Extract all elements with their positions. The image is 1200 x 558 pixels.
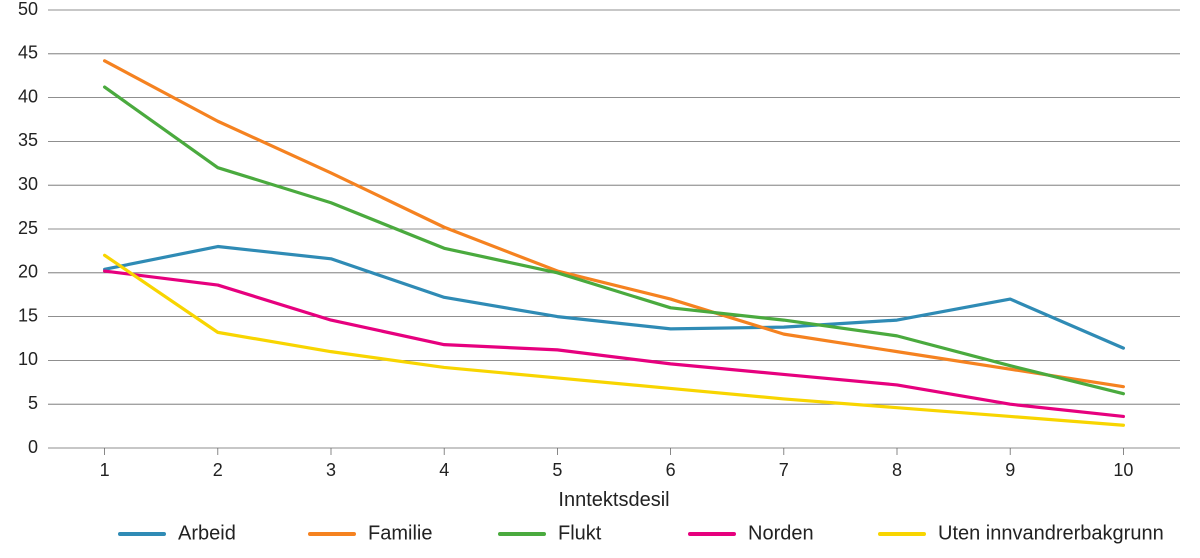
y-tick-label: 30 <box>18 174 38 194</box>
x-tick-label: 3 <box>326 460 336 480</box>
chart-svg: 0510152025303540455012345678910Inntektsd… <box>0 0 1200 558</box>
x-tick-label: 7 <box>779 460 789 480</box>
y-tick-label: 25 <box>18 218 38 238</box>
legend-label: Arbeid <box>178 522 236 544</box>
y-tick-label: 15 <box>18 305 38 325</box>
x-tick-label: 5 <box>552 460 562 480</box>
legend-label: Familie <box>368 522 432 544</box>
x-axis-label: Inntektsdesil <box>558 489 669 511</box>
x-tick-label: 1 <box>100 460 110 480</box>
x-tick-label: 2 <box>213 460 223 480</box>
x-tick-label: 10 <box>1113 460 1133 480</box>
legend-label: Uten innvandrerbakgrunn <box>938 522 1164 544</box>
x-tick-label: 4 <box>439 460 449 480</box>
y-tick-label: 10 <box>18 349 38 369</box>
y-tick-label: 50 <box>18 0 38 19</box>
y-tick-label: 40 <box>18 86 38 106</box>
line-chart: 0510152025303540455012345678910Inntektsd… <box>0 0 1200 558</box>
y-tick-label: 35 <box>18 130 38 150</box>
x-tick-label: 9 <box>1005 460 1015 480</box>
legend-label: Flukt <box>558 522 602 544</box>
x-tick-label: 6 <box>666 460 676 480</box>
y-tick-label: 5 <box>28 393 38 413</box>
x-tick-label: 8 <box>892 460 902 480</box>
y-tick-label: 45 <box>18 43 38 63</box>
y-tick-label: 0 <box>28 437 38 457</box>
y-tick-label: 20 <box>18 262 38 282</box>
legend-label: Norden <box>748 522 814 544</box>
